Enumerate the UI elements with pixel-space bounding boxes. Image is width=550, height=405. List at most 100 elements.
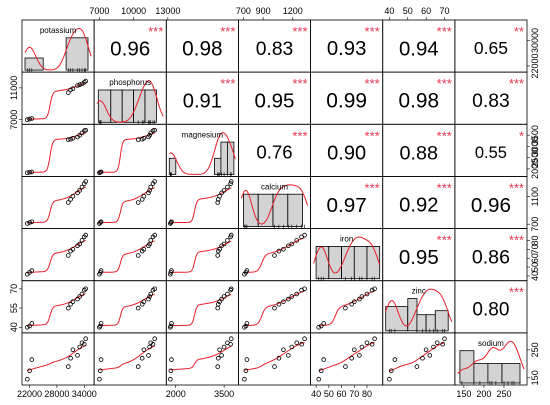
fit-line-zinc-vs-phosphorus — [99, 293, 155, 327]
axis-right-potassium-label-0: 22000 — [530, 53, 540, 78]
point-zinc-vs-iron-10 — [372, 286, 377, 292]
point-sodium-vs-iron-10 — [372, 336, 377, 342]
point-zinc-vs-iron-7 — [359, 294, 365, 299]
point-calcium-vs-phosphorus-2 — [98, 219, 104, 225]
hist-bar-sodium-1 — [473, 363, 489, 384]
point-calcium-vs-magnesium-6 — [219, 190, 224, 196]
fit-line-calcium-vs-phosphorus — [99, 187, 155, 224]
density-iron — [313, 236, 381, 274]
fit-line-iron-vs-phosphorus — [99, 240, 155, 273]
corr-stars-magnesium-zinc: *** — [437, 128, 452, 143]
fit-line-sodium-vs-iron — [318, 341, 375, 372]
point-sodium-vs-calcium-4 — [276, 355, 282, 361]
corr-stars-potassium-calcium: *** — [292, 24, 307, 39]
corr-value-potassium-magnesium: 0.98 — [182, 37, 222, 60]
point-zinc-vs-calcium-2 — [244, 321, 250, 326]
corr-value-iron-zinc: 0.95 — [399, 246, 439, 269]
corr-stars-zinc-sodium: *** — [509, 285, 524, 300]
point-iron-vs-magnesium-5 — [217, 247, 222, 252]
point-sodium-vs-iron-0 — [316, 376, 322, 382]
point-zinc-vs-calcium-5 — [281, 299, 286, 305]
point-sodium-vs-phosphorus-10 — [152, 336, 158, 342]
point-zinc-vs-iron-2 — [321, 321, 327, 326]
axis-left-zinc-label-1: 55 — [9, 303, 19, 313]
point-magnesium-vs-potassium-5 — [70, 136, 76, 141]
point-iron-vs-phosphorus-3 — [135, 253, 141, 258]
axis-top-calcium-label-2: 1200 — [283, 6, 303, 16]
corr-stars-phosphorus-calcium: *** — [292, 76, 307, 91]
axis-top-phosphorus-label-2: 13000 — [155, 6, 180, 16]
axis-right-magnesium-label-3: 3500 — [530, 125, 540, 145]
point-zinc-vs-potassium-10 — [83, 286, 88, 292]
hist-bar-zinc-1 — [407, 298, 418, 332]
hist-bar-iron-1 — [328, 245, 342, 280]
axis-right-iron-label-4: 80 — [530, 235, 540, 245]
point-zinc-vs-magnesium-10 — [228, 286, 234, 292]
point-sodium-vs-calcium-2 — [244, 357, 250, 362]
corr-value-potassium-iron: 0.93 — [327, 38, 366, 60]
point-iron-vs-potassium-8 — [79, 238, 85, 243]
point-sodium-vs-phosphorus-0 — [97, 376, 102, 382]
point-zinc-vs-potassium-1 — [27, 323, 32, 329]
point-zinc-vs-calcium-4 — [276, 301, 282, 307]
point-sodium-vs-zinc-7 — [431, 344, 436, 350]
point-sodium-vs-phosphorus-1 — [98, 368, 103, 374]
density-potassium — [24, 27, 92, 71]
point-calcium-vs-potassium-2 — [29, 219, 35, 225]
point-phosphorus-vs-potassium-10 — [83, 78, 88, 84]
corr-value-calcium-sodium: 0.96 — [471, 194, 511, 217]
point-sodium-vs-zinc-8 — [434, 340, 440, 346]
fit-line-sodium-vs-calcium — [244, 342, 305, 371]
axis-top-zinc-label-3: 70 — [440, 6, 450, 16]
point-iron-vs-potassium-3 — [66, 253, 71, 258]
point-zinc-vs-magnesium-4 — [216, 301, 221, 307]
point-sodium-vs-calcium-10 — [302, 336, 307, 342]
point-phosphorus-vs-potassium-6 — [75, 83, 80, 88]
corr-stars-magnesium-sodium: * — [519, 128, 524, 143]
point-zinc-vs-iron-3 — [343, 305, 348, 311]
point-zinc-vs-potassium-6 — [75, 296, 80, 302]
point-sodium-vs-iron-2 — [321, 357, 327, 362]
hist-bar-phosphorus-2 — [121, 89, 134, 123]
point-zinc-vs-calcium-7 — [289, 294, 295, 299]
corr-stars-phosphorus-sodium: *** — [509, 76, 524, 91]
point-zinc-vs-phosphorus-5 — [141, 299, 147, 305]
axis-bottom-potassium-label-0: 22000 — [17, 389, 42, 399]
varname-phosphorus: phosphorus — [109, 78, 151, 87]
point-zinc-vs-phosphorus-8 — [148, 291, 154, 297]
corr-value-phosphorus-magnesium: 0.91 — [183, 90, 222, 112]
point-phosphorus-vs-potassium-2 — [29, 116, 35, 121]
density-magnesium — [169, 132, 236, 175]
point-iron-vs-potassium-7 — [77, 241, 82, 247]
fit-line-iron-vs-magnesium — [170, 240, 232, 273]
point-zinc-vs-phosphorus-2 — [98, 321, 104, 326]
fit-line-zinc-vs-magnesium — [170, 293, 232, 327]
axis-right-potassium-label-1: 30000 — [530, 28, 540, 53]
point-zinc-vs-iron-4 — [349, 301, 355, 307]
point-calcium-vs-magnesium-2 — [169, 219, 174, 225]
hist-bar-iron-4 — [366, 245, 381, 280]
point-calcium-vs-phosphorus-6 — [146, 190, 151, 196]
point-sodium-vs-magnesium-6 — [219, 353, 224, 358]
axis-right-magnesium-label-0: 2000 — [530, 159, 540, 179]
point-sodium-vs-phosphorus-5 — [141, 347, 147, 353]
axis-bottom-sodium-label-1: 200 — [476, 389, 491, 399]
point-zinc-vs-phosphorus-10 — [152, 286, 158, 292]
point-iron-vs-magnesium-2 — [169, 268, 174, 273]
hist-bar-phosphorus-4 — [144, 89, 157, 123]
hist-bar-zinc-2 — [416, 314, 427, 332]
corr-value-phosphorus-calcium: 0.95 — [255, 89, 295, 112]
axis-right-calcium-label-0: 700 — [530, 217, 540, 232]
varname-calcium: calcium — [261, 182, 288, 191]
point-sodium-vs-phosphorus-8 — [148, 340, 154, 346]
axis-bottom-sodium-label-0: 150 — [456, 389, 471, 399]
point-magnesium-vs-phosphorus-10 — [152, 127, 158, 133]
varname-zinc: zinc — [412, 287, 426, 296]
point-zinc-vs-phosphorus-1 — [98, 323, 103, 329]
point-iron-vs-phosphorus-5 — [141, 247, 147, 252]
point-calcium-vs-potassium-5 — [70, 194, 76, 199]
axis-right-sodium-label-0: 150 — [530, 370, 540, 385]
corr-stars-potassium-iron: *** — [365, 24, 380, 39]
point-magnesium-vs-potassium-7 — [77, 132, 82, 138]
point-phosphorus-vs-potassium-5 — [70, 86, 76, 91]
